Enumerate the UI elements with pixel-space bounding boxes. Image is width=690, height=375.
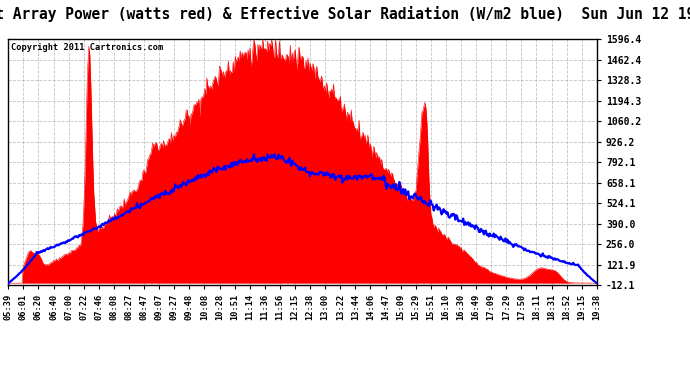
Text: East Array Power (watts red) & Effective Solar Radiation (W/m2 blue)  Sun Jun 12: East Array Power (watts red) & Effective… [0, 6, 690, 22]
Text: Copyright 2011 Cartronics.com: Copyright 2011 Cartronics.com [11, 43, 164, 52]
